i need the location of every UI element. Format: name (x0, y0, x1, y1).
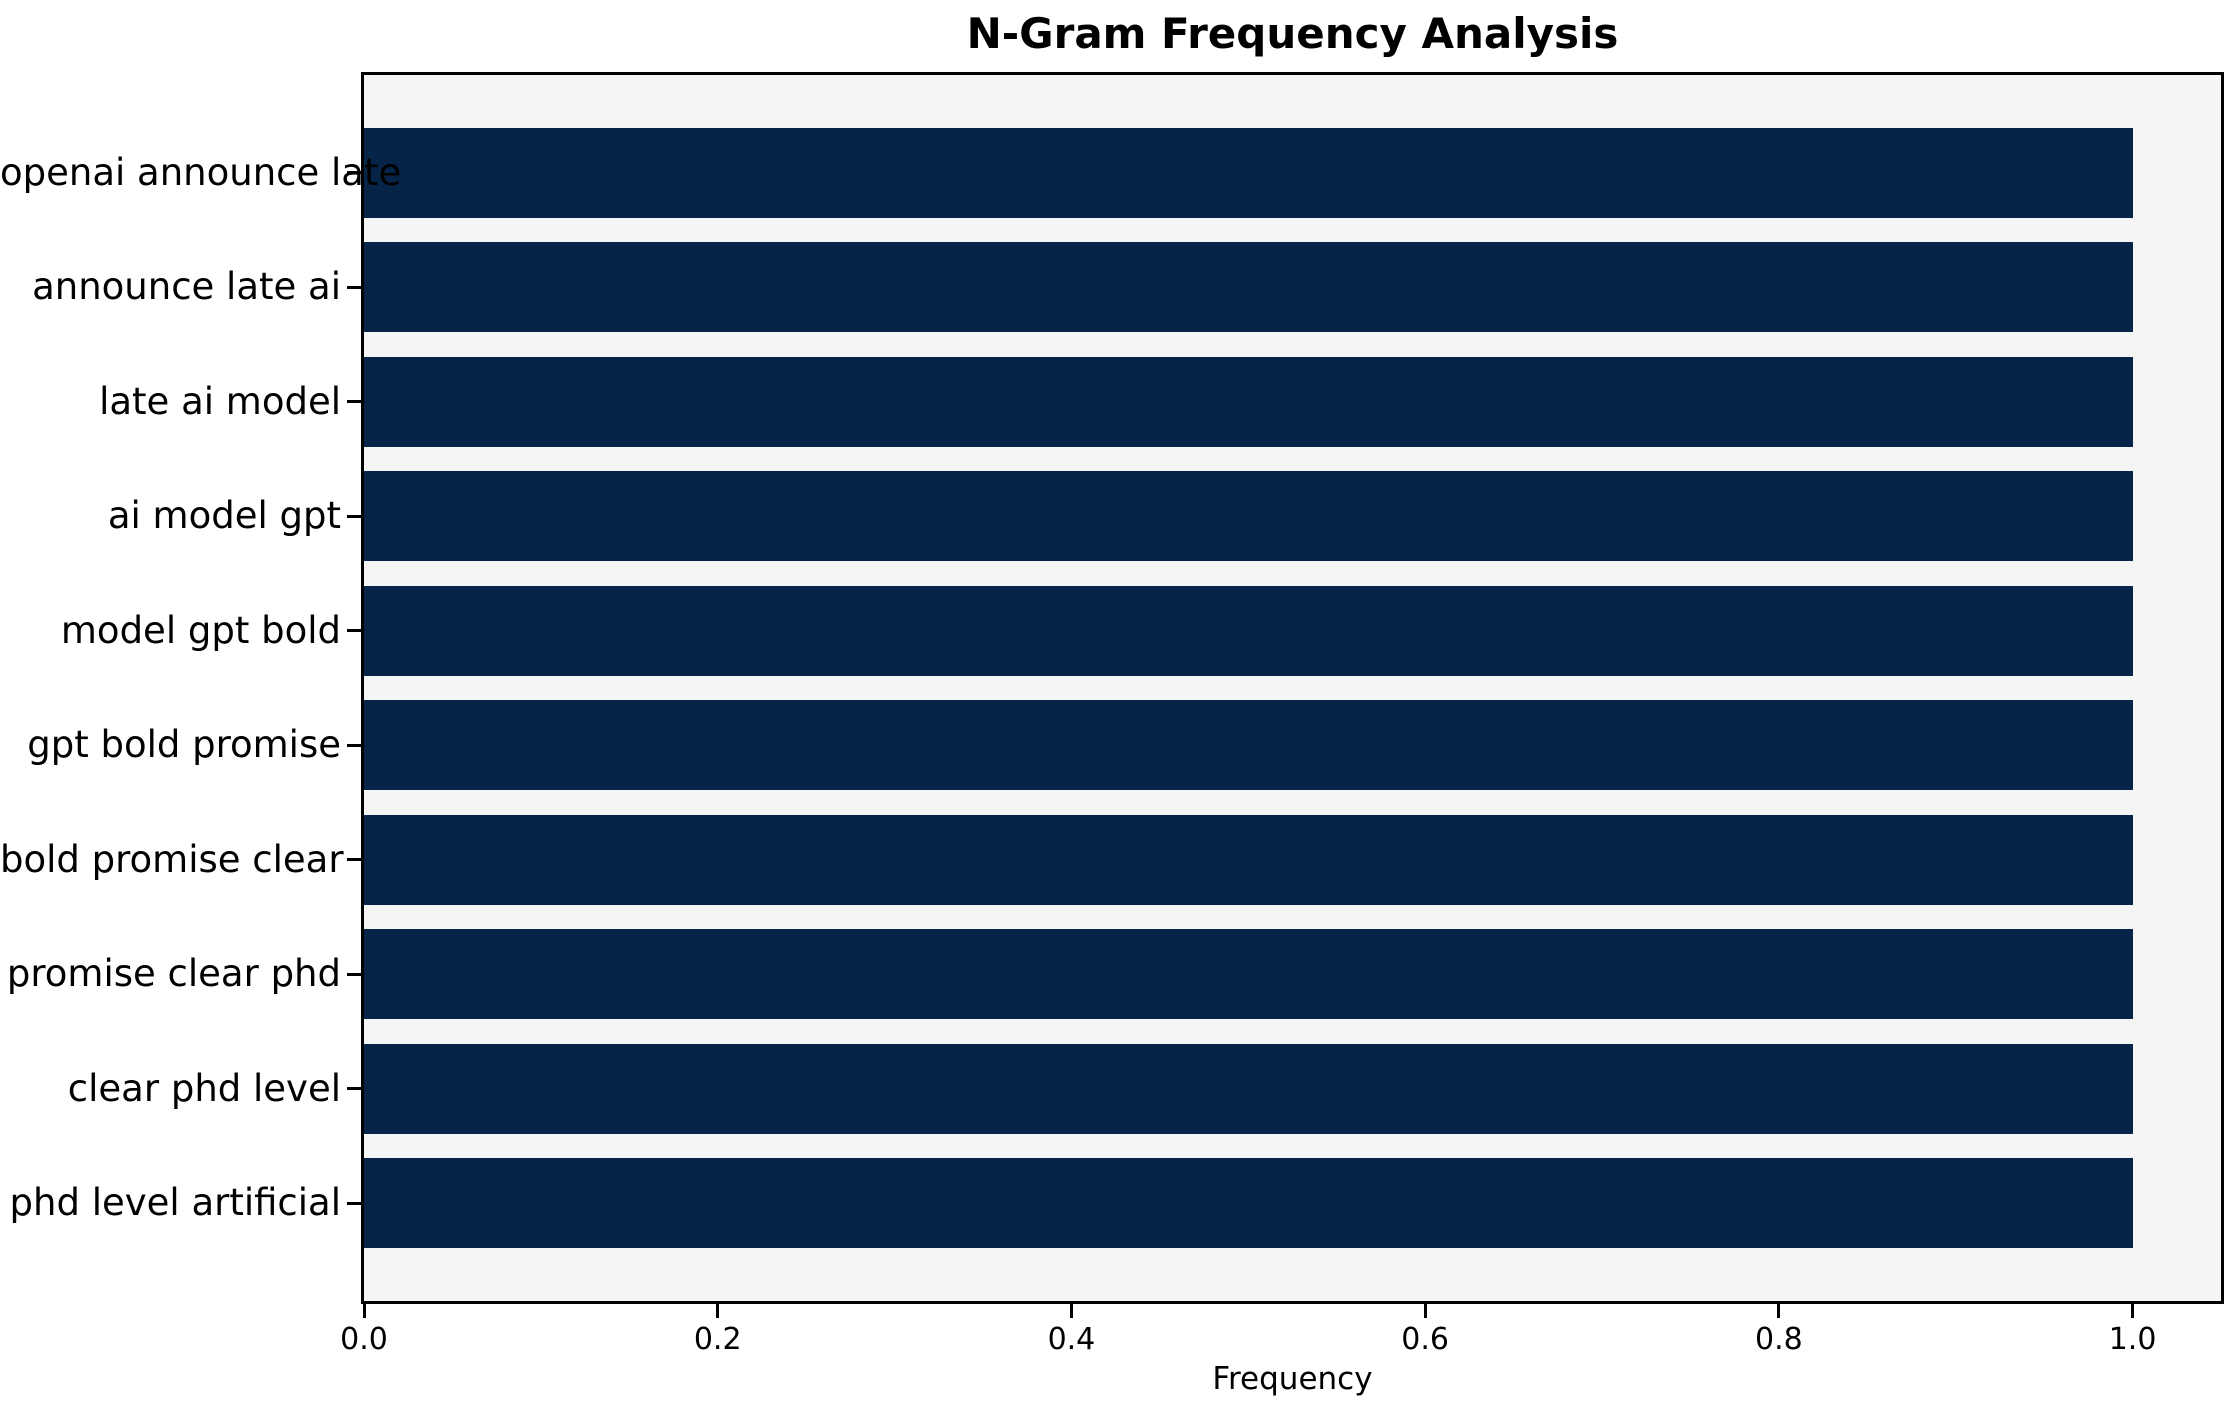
x-tick-mark (1423, 1304, 1427, 1318)
bar-phd-level-artificial (364, 1158, 2133, 1249)
bar-model-gpt-bold (364, 585, 2133, 676)
y-tick-mark (347, 858, 361, 862)
y-tick-label: phd level artificial (9, 1181, 341, 1225)
x-tick-label: 0.8 (1754, 1322, 1803, 1357)
x-tick-label: 1.0 (2108, 1322, 2157, 1357)
y-tick-label: promise clear phd (6, 952, 341, 996)
y-tick-mark (347, 285, 361, 289)
y-tick-mark (347, 514, 361, 518)
bar-gpt-bold-promise (364, 700, 2133, 791)
y-tick-label: gpt bold promise (27, 723, 341, 767)
y-tick-mark (347, 400, 361, 404)
y-tick-label: bold promise clear (0, 837, 344, 881)
y-tick-mark (347, 1087, 361, 1091)
x-tick-mark (1777, 1304, 1781, 1318)
x-axis-title: Frequency (1212, 1361, 1373, 1397)
bar-late-ai-model (364, 356, 2133, 447)
y-tick-label: announce late ai (32, 265, 341, 309)
plot-area (361, 72, 2224, 1304)
y-tick-label: ai model gpt (107, 494, 341, 538)
x-tick-mark (2131, 1304, 2135, 1318)
y-tick-mark (347, 1201, 361, 1205)
bar-clear-phd-level (364, 1043, 2133, 1134)
x-tick-mark (716, 1304, 720, 1318)
bar-ai-model-gpt (364, 471, 2133, 562)
y-tick-mark (347, 629, 361, 633)
y-tick-label: openai announce late (0, 150, 402, 194)
chart-title: N-Gram Frequency Analysis (966, 9, 1619, 58)
x-tick-label: 0.4 (1047, 1322, 1096, 1357)
y-tick-mark (347, 972, 361, 976)
bar-announce-late-ai (364, 242, 2133, 333)
x-tick-label: 0.6 (1401, 1322, 1449, 1357)
x-tick-mark (1069, 1304, 1073, 1318)
bar-bold-promise-clear (364, 814, 2133, 905)
bar-promise-clear-phd (364, 929, 2133, 1020)
bar-openai-announce-late (364, 127, 2133, 218)
x-tick-mark (362, 1304, 366, 1318)
y-tick-label: model gpt bold (60, 608, 341, 652)
y-tick-label: late ai model (99, 379, 341, 423)
y-tick-mark (347, 171, 361, 175)
y-tick-label: clear phd level (67, 1066, 341, 1110)
x-tick-label: 0.0 (340, 1322, 388, 1357)
x-tick-label: 0.2 (693, 1322, 742, 1357)
y-tick-mark (347, 743, 361, 747)
